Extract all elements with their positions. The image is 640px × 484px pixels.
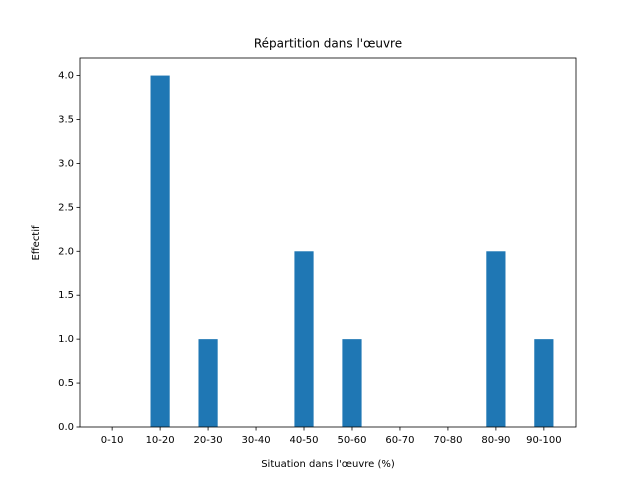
plot-frame xyxy=(79,57,577,428)
bar xyxy=(534,339,554,427)
x-tick-label: 60-70 xyxy=(385,435,414,446)
bar xyxy=(294,251,314,427)
y-tick-label: 0.0 xyxy=(58,422,74,433)
y-tick-label: 2.0 xyxy=(58,246,74,257)
y-tick-label: 2.5 xyxy=(58,202,74,213)
x-axis-label: Situation dans l'œuvre (%) xyxy=(261,459,395,470)
y-tick-label: 3.0 xyxy=(58,158,74,169)
x-tick-label: 80-90 xyxy=(481,435,510,446)
y-tick-label: 1.0 xyxy=(58,334,74,345)
bar xyxy=(342,339,362,427)
bar xyxy=(198,339,218,427)
x-tick-label: 50-60 xyxy=(337,435,366,446)
bar xyxy=(486,251,506,427)
y-tick-label: 0.5 xyxy=(58,378,74,389)
x-tick-label: 10-20 xyxy=(146,435,175,446)
x-tick-label: 40-50 xyxy=(289,435,318,446)
y-tick-label: 4.0 xyxy=(58,71,74,82)
chart-title: Répartition dans l'œuvre xyxy=(254,37,402,51)
x-tick-label: 30-40 xyxy=(242,435,271,446)
y-tick-label: 1.5 xyxy=(58,290,74,301)
y-axis-label: Effectif xyxy=(31,225,42,261)
y-tick-label: 3.5 xyxy=(58,115,74,126)
x-tick-label: 20-30 xyxy=(194,435,223,446)
x-tick-label: 90-100 xyxy=(526,435,561,446)
x-tick-label: 70-80 xyxy=(433,435,462,446)
bar xyxy=(150,75,170,428)
x-tick-label: 0-10 xyxy=(101,435,124,446)
